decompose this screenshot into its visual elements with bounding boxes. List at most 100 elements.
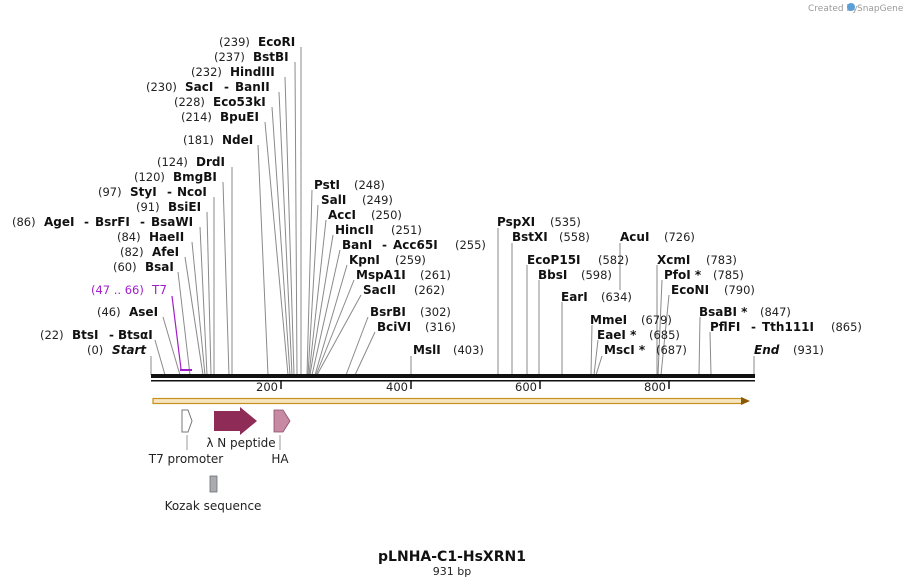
- plasmid-size: 931 bp: [433, 565, 471, 578]
- ha-feature[interactable]: [273, 409, 291, 433]
- site-name[interactable]: SalI: [321, 193, 346, 207]
- site-name[interactable]: KpnI: [349, 253, 380, 267]
- svg-text:MspA1I (261): MspA1I (261): [356, 264, 451, 283]
- site-name[interactable]: DrdI: [196, 155, 225, 169]
- site-name[interactable]: EcoRI: [258, 35, 295, 49]
- svg-text:(22) BtsI -: (22) BtsI - BtsαI: [40, 324, 153, 343]
- site-name[interactable]: NdeI: [222, 133, 253, 147]
- t7-promoter-label: T7 promoter: [148, 452, 224, 466]
- site-name[interactable]: NcoI: [177, 185, 207, 199]
- site-name[interactable]: End: [754, 343, 780, 357]
- site-name[interactable]: BsrFI: [95, 215, 130, 229]
- site-position: (22): [40, 328, 64, 342]
- svg-text:EarI (634): EarI (634): [561, 286, 632, 305]
- site-name[interactable]: SacI: [185, 80, 213, 94]
- svg-text:XcmI (783): XcmI (783): [657, 249, 737, 268]
- svg-text:BciVI (316): BciVI (316): [377, 316, 456, 335]
- site-name[interactable]: BtsI: [72, 328, 99, 342]
- plasmid-title: pLNHA-C1-HsXRN1: [378, 549, 526, 565]
- site-position: (91): [136, 200, 160, 214]
- site-name[interactable]: MmeI: [590, 313, 627, 327]
- site-labels-right: PspXI (535) BstXI (558) EcoP15I (582) Bb…: [497, 215, 862, 358]
- site-name[interactable]: AseI: [129, 305, 158, 319]
- site-name[interactable]: BsaBI *: [699, 305, 748, 319]
- site-name[interactable]: Tth111I: [762, 320, 814, 334]
- site-position: (634): [601, 290, 632, 304]
- site-name[interactable]: BsaWI: [151, 215, 193, 229]
- site-name[interactable]: BstXI: [512, 230, 548, 244]
- site-position: (228): [174, 95, 205, 109]
- site-name[interactable]: EcoP15I: [527, 253, 581, 267]
- site-position: (679): [641, 313, 672, 327]
- site-name[interactable]: EcoNI: [671, 283, 709, 297]
- site-name[interactable]: StyI: [130, 185, 157, 199]
- svg-text:(228) Eco53kI: (228) Eco53kI: [174, 91, 266, 110]
- site-position: (403): [453, 343, 484, 357]
- site-name[interactable]: BtsαI: [118, 328, 153, 342]
- site-name[interactable]: PstI: [314, 178, 340, 192]
- svg-text:End (931): End (931): [754, 339, 824, 358]
- site-name[interactable]: BmgBI: [173, 170, 217, 184]
- site-name[interactable]: PfoI *: [664, 268, 702, 282]
- site-position: (262): [414, 283, 445, 297]
- site-name[interactable]: BciVI: [377, 320, 411, 334]
- site-name[interactable]: SacII: [363, 283, 396, 297]
- svg-text:AccI (250): AccI (250): [328, 204, 402, 223]
- sequence-backbone: [151, 374, 755, 378]
- site-position: (316): [425, 320, 456, 334]
- site-name[interactable]: Acc65I: [393, 238, 438, 252]
- created-by-text: Created by: [808, 4, 858, 14]
- svg-text:(230) SacI -: (230) SacI - BanII: [146, 76, 270, 95]
- kozak-feature[interactable]: [209, 475, 218, 493]
- orf-arrow[interactable]: [152, 397, 750, 405]
- site-position: (259): [395, 253, 426, 267]
- sequence-backbone-lower: [151, 380, 755, 382]
- site-name[interactable]: BsiEI: [168, 200, 201, 214]
- lambda-n-peptide-feature[interactable]: [214, 407, 257, 435]
- site-name[interactable]: Start: [112, 343, 147, 357]
- site-position: (685): [649, 328, 680, 342]
- site-name[interactable]: AcuI: [620, 230, 649, 244]
- t7-primer-leader: [171, 295, 182, 370]
- t7-primer-mark[interactable]: [180, 369, 192, 371]
- site-name[interactable]: HincII: [335, 223, 374, 237]
- site-name[interactable]: BbsI: [538, 268, 567, 282]
- ruler: 200 400 600 800: [256, 380, 670, 394]
- site-name[interactable]: BstBI: [253, 50, 289, 64]
- site-name[interactable]: BsrBI: [370, 305, 406, 319]
- site-position: (214): [181, 110, 212, 124]
- ruler-label: 800: [644, 380, 666, 394]
- site-name[interactable]: BanI: [342, 238, 372, 252]
- site-name[interactable]: XcmI: [657, 253, 690, 267]
- primer-name[interactable]: T7: [151, 283, 167, 297]
- svg-text:BanI - Acc65I: BanI - Acc65I (255): [342, 234, 486, 253]
- ruler-label: 200: [256, 380, 278, 394]
- site-name[interactable]: HindIII: [230, 65, 275, 79]
- site-name[interactable]: MscI *: [604, 343, 646, 357]
- site-name[interactable]: MspA1I: [356, 268, 406, 282]
- site-name[interactable]: MslI: [413, 343, 441, 357]
- site-name[interactable]: BsaI: [145, 260, 174, 274]
- site-position: (558): [559, 230, 590, 244]
- site-name[interactable]: AfeI: [152, 245, 179, 259]
- site-name[interactable]: PspXI: [497, 215, 535, 229]
- site-position: (255): [455, 238, 486, 252]
- site-name[interactable]: AccI: [328, 208, 356, 222]
- site-name[interactable]: BanII: [235, 80, 270, 94]
- site-position: (46): [97, 305, 121, 319]
- t7-promoter-feature[interactable]: [181, 409, 193, 433]
- site-name[interactable]: HaeII: [149, 230, 184, 244]
- site-position: (86): [12, 215, 36, 229]
- site-name[interactable]: BpuEI: [220, 110, 259, 124]
- svg-text:(239) EcoRI: (239) EcoRI: [219, 31, 295, 50]
- site-name[interactable]: EarI: [561, 290, 588, 304]
- site-name[interactable]: PflFI: [710, 320, 740, 334]
- site-name[interactable]: AgeI: [44, 215, 74, 229]
- site-name[interactable]: EaeI *: [597, 328, 637, 342]
- svg-text:BsaBI * (847): BsaBI * (847): [699, 301, 791, 320]
- site-name[interactable]: Eco53kI: [213, 95, 266, 109]
- site-position: (237): [214, 50, 245, 64]
- svg-text:PflFI - Tth111I: PflFI - Tth111I (865): [710, 316, 862, 335]
- site-position: (239): [219, 35, 250, 49]
